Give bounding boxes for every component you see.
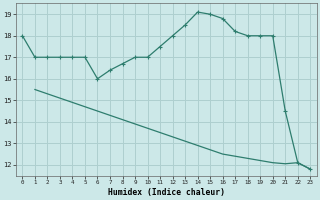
X-axis label: Humidex (Indice chaleur): Humidex (Indice chaleur) [108,188,225,197]
